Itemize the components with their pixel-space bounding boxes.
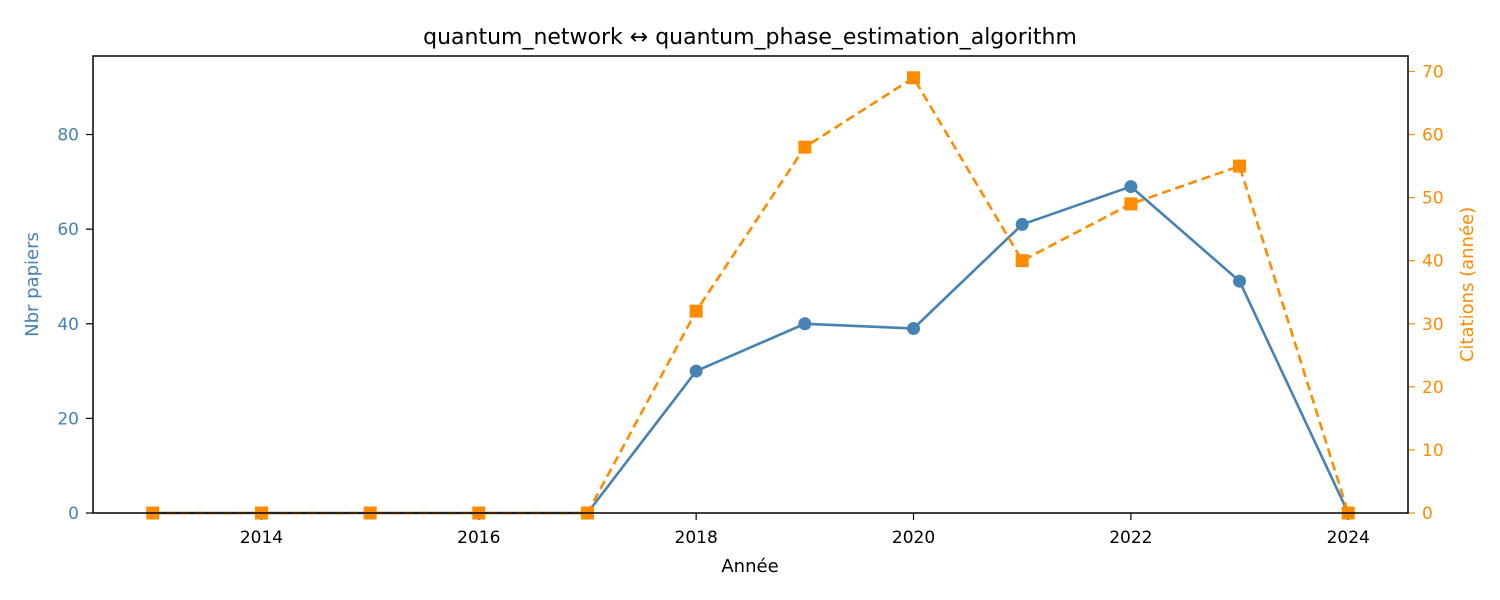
series-2-point: [1015, 254, 1029, 268]
x-tick-label: 2014: [240, 528, 283, 548]
x-tick-label: 2022: [1109, 528, 1152, 548]
y-left-tick-label: 80: [57, 126, 79, 146]
series-1-point: [1015, 217, 1029, 231]
y-right-tick-label: 50: [1422, 189, 1444, 209]
series-2-point: [907, 71, 921, 85]
plot-frame: [92, 55, 1409, 514]
series-2-point: [1233, 159, 1247, 173]
x-tick-label: 2020: [892, 528, 935, 548]
y-left-tick-label: 20: [57, 409, 79, 429]
series-2-point: [689, 304, 703, 318]
x-tick-label: 2016: [457, 528, 500, 548]
series-1-point: [907, 321, 921, 335]
chart-title: quantum_network ↔ quantum_phase_estimati…: [423, 25, 1077, 50]
y-left-tick-label: 40: [57, 315, 79, 335]
x-tick-label: 2024: [1327, 528, 1370, 548]
y-right-tick-label: 10: [1422, 441, 1444, 461]
x-tick-label: 2018: [675, 528, 718, 548]
y-right-tick-label: 60: [1422, 126, 1444, 146]
x-axis-label: Année: [721, 556, 778, 577]
series-2-point: [798, 140, 812, 154]
y-right-tick-label: 20: [1422, 378, 1444, 398]
y-axis-right-label: Citations (année): [1457, 207, 1478, 362]
series-1-point: [1124, 180, 1138, 194]
y-right-tick-label: 70: [1422, 62, 1444, 82]
y-right-tick-label: 40: [1422, 252, 1444, 272]
y-right-tick-label: 30: [1422, 315, 1444, 335]
series-1-point: [1233, 274, 1247, 288]
series-2-point: [1124, 197, 1138, 211]
y-left-tick-label: 0: [68, 504, 79, 524]
y-right-tick-label: 0: [1422, 504, 1433, 524]
y-left-tick-label: 60: [57, 220, 79, 240]
y-axis-left-label: Nbr papiers: [22, 232, 43, 337]
series-1-point: [798, 317, 812, 331]
series-1-point: [689, 364, 703, 378]
